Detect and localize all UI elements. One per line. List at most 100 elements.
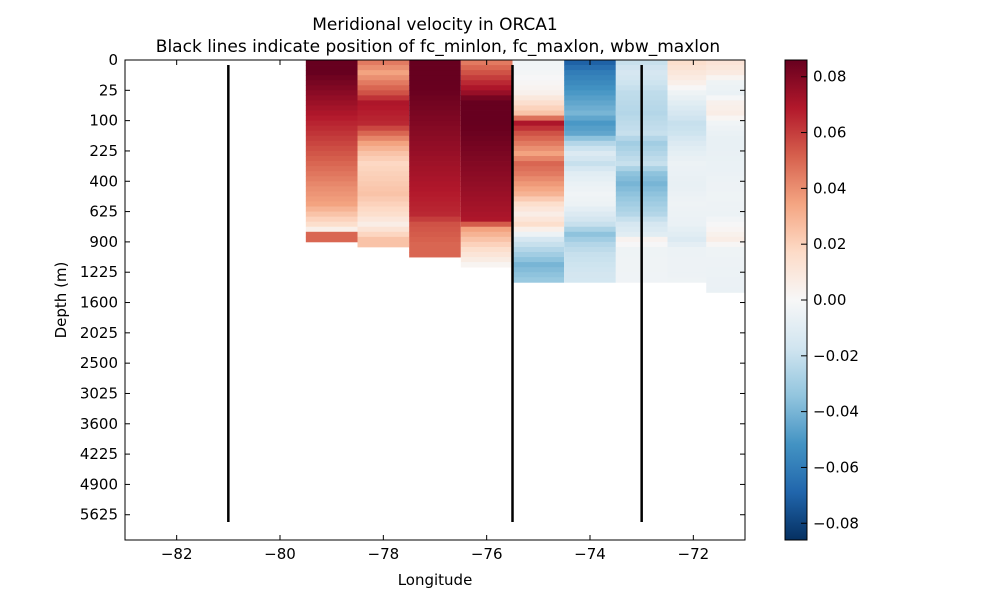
heatmap-cell	[357, 196, 410, 202]
heatmap-cell	[305, 130, 358, 137]
heatmap-cell	[409, 75, 461, 81]
heatmap-cell	[564, 272, 616, 278]
heatmap-cell	[564, 95, 616, 101]
y-axis: 0 25 100 225 400 625 900 1225 1600 2025 2500 3025 36…	[80, 51, 745, 524]
heatmap-cell	[512, 135, 565, 142]
heatmap-cell	[409, 252, 461, 258]
heatmap-cell	[409, 140, 461, 147]
heatmap-cell	[460, 171, 513, 177]
heatmap-cell	[706, 161, 745, 167]
heatmap-cell	[706, 257, 745, 263]
heatmap-cell	[357, 206, 410, 212]
heatmap-cell	[409, 191, 461, 197]
y-tick-label: 3600	[80, 415, 118, 433]
heatmap-cell	[460, 221, 513, 228]
x-tick-label: −76	[471, 545, 503, 563]
heatmap-cell	[460, 236, 513, 243]
y-tick-label: 225	[89, 142, 118, 160]
heatmap-cell	[357, 145, 410, 152]
heatmap-cell	[305, 150, 358, 157]
heatmap-cell	[706, 262, 745, 268]
heatmap-cell	[564, 211, 616, 218]
heatmap-cell	[564, 216, 616, 223]
heatmap-cell	[564, 156, 616, 162]
heatmap-cell	[667, 75, 720, 81]
heatmap-cell	[512, 246, 565, 253]
heatmap-cell	[409, 216, 461, 223]
heatmap-cell	[667, 171, 720, 177]
heatmap-cell	[460, 70, 513, 76]
heatmap-cell	[305, 231, 358, 238]
heatmap-cell	[460, 176, 513, 182]
heatmap-cell	[564, 100, 616, 106]
heatmap-cell	[357, 110, 410, 116]
heatmap-cell	[706, 125, 745, 132]
heatmap-cell	[409, 90, 461, 96]
heatmap-cell	[564, 181, 616, 187]
heatmap-cell	[305, 236, 358, 243]
heatmap-cell	[512, 196, 565, 202]
heatmap-cell	[667, 70, 720, 76]
heatmap-cell	[460, 90, 513, 96]
heatmap-cell	[357, 166, 410, 172]
heatmap-cell	[512, 120, 565, 127]
heatmap-cell	[667, 186, 720, 192]
heatmap-cell	[409, 110, 461, 116]
heatmap-cell	[706, 60, 745, 66]
heatmap-cell	[667, 176, 720, 182]
colorbar-tick-label: 0.02	[813, 235, 846, 253]
heatmap-cell	[667, 120, 720, 127]
heatmap-cell	[706, 176, 745, 182]
heatmap-cell	[357, 135, 410, 142]
position-lines	[227, 65, 643, 522]
heatmap-cell	[706, 241, 745, 248]
heatmap-cell	[357, 231, 410, 238]
heatmap-cell	[667, 277, 720, 283]
x-tick-label: −82	[161, 545, 193, 563]
heatmap-cell	[357, 186, 410, 192]
heatmap-cell	[357, 171, 410, 177]
heatmap-cell	[357, 70, 410, 76]
heatmap-cell	[564, 171, 616, 177]
heatmap-cell	[460, 166, 513, 172]
heatmap-cell	[564, 65, 616, 71]
heatmap-cell	[305, 145, 358, 152]
heatmap-cell	[357, 211, 410, 218]
heatmap-cell	[564, 221, 616, 228]
heatmap-cell	[564, 120, 616, 127]
heatmap-cell	[706, 181, 745, 187]
heatmap-cell	[357, 216, 410, 223]
heatmap-cell	[564, 196, 616, 202]
heatmap-cell	[305, 186, 358, 192]
heatmap-cell	[305, 100, 358, 106]
heatmap-cell	[512, 191, 565, 197]
heatmap-cell	[305, 156, 358, 162]
heatmap-cell	[667, 85, 720, 91]
heatmap-cell	[667, 236, 720, 243]
heatmap-cell	[460, 95, 513, 101]
heatmap-cell	[564, 166, 616, 172]
heatmap-cell	[460, 226, 513, 233]
heatmap-cell	[706, 221, 745, 228]
heatmap-cell	[512, 90, 565, 96]
heatmap-cell	[667, 110, 720, 116]
y-tick-label: 5625	[80, 506, 118, 524]
heatmap-cell	[706, 85, 745, 91]
chart-title: Meridional velocity in ORCA1	[312, 15, 557, 35]
heatmap-cell	[667, 125, 720, 132]
heatmap-cell	[512, 201, 565, 207]
heatmap-cell	[512, 181, 565, 187]
heatmap-cell	[706, 90, 745, 96]
heatmap-cell	[460, 110, 513, 116]
heatmap-cell	[409, 181, 461, 187]
heatmap-cell	[357, 125, 410, 132]
x-axis-label: Longitude	[398, 571, 473, 589]
heatmap-cell	[564, 277, 616, 283]
heatmap-cell	[512, 252, 565, 258]
colorbar-ticks: 0.08 0.06 0.04 0.02 0.00 −0.02 −0.04 −0.06 −0.08	[801, 68, 859, 532]
heatmap-cell	[357, 120, 410, 127]
colorbar-tick-label: −0.04	[813, 403, 859, 421]
heatmap-cell	[667, 191, 720, 197]
heatmap-cell	[706, 65, 745, 71]
heatmap-cell	[357, 191, 410, 197]
